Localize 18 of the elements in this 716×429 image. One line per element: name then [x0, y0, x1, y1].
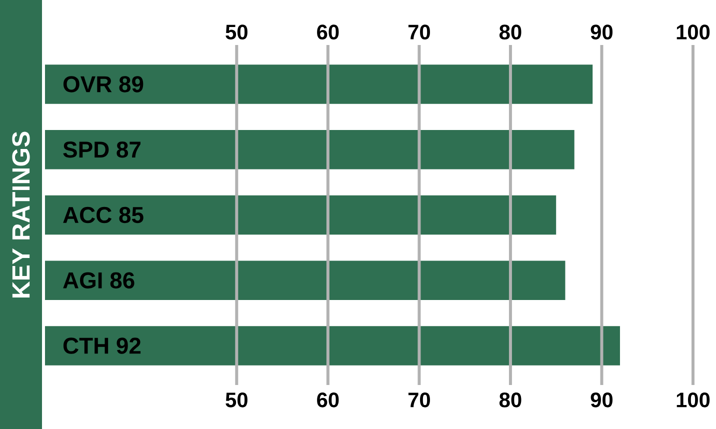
- x-tick-label: 60: [317, 24, 339, 40]
- x2-tick-label: 60: [317, 392, 339, 408]
- y-tick-label: CTH 92: [63, 338, 141, 354]
- x-tick-label: 80: [499, 24, 522, 40]
- x2-tick-label: 50: [226, 392, 248, 408]
- x2-tick-label: 70: [408, 392, 430, 408]
- y-tick-label: OVR 89: [63, 76, 144, 92]
- y-axis-title: KEY RATINGS: [12, 132, 30, 298]
- x-tick-label: 90: [590, 24, 613, 40]
- x2-tick-label: 80: [499, 392, 522, 408]
- y-tick-label: ACC 85: [63, 206, 144, 224]
- y-tick-label: SPD 87: [63, 142, 140, 158]
- x-tick-label: 50: [226, 24, 248, 40]
- x2-tick-label: 90: [590, 392, 613, 408]
- x2-tick-label: 100: [676, 392, 710, 408]
- y-tick-label: AGI 86: [63, 272, 134, 288]
- x-tick-label: 100: [676, 24, 710, 40]
- x-tick-label: 70: [408, 24, 430, 40]
